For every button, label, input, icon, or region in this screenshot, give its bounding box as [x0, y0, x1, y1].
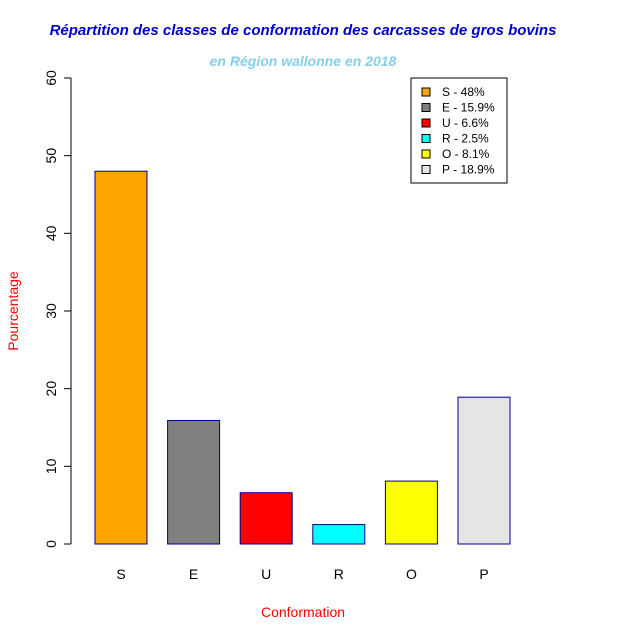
x-axis-label: Conformation [261, 604, 345, 620]
legend-label: U - 6.6% [442, 116, 489, 130]
legend-label: E - 15.9% [442, 101, 495, 115]
y-axis: 0 10 20 30 40 50 60 [43, 70, 72, 548]
legend-label: O - 8.1% [442, 147, 490, 161]
x-tick-label: R [334, 566, 344, 582]
legend-label: P - 18.9% [442, 163, 495, 177]
bar-O [384, 480, 438, 545]
legend-swatch [421, 103, 431, 112]
y-axis-label: Pourcentage [5, 271, 21, 351]
chart-title: Répartition des classes de conformation … [50, 22, 557, 39]
legend-swatch [421, 134, 431, 143]
bar-R [312, 524, 366, 545]
x-tick-label: U [261, 566, 271, 582]
legend-label: R - 2.5% [442, 132, 489, 146]
legend-label: S - 48% [442, 85, 485, 99]
legend-swatch [421, 165, 431, 174]
legend: S - 48% E - 15.9%U - 6.6% R - 2.5%O - 8.1%… [410, 77, 508, 184]
y-tick-label: 0 [43, 540, 59, 548]
bar-P [457, 396, 511, 545]
bar-S [94, 170, 148, 545]
y-tick-label: 20 [43, 381, 59, 397]
legend-swatch [421, 118, 431, 128]
x-tick-label: P [479, 566, 488, 582]
y-tick-label: 40 [43, 225, 59, 241]
y-tick-label: 10 [43, 458, 59, 474]
x-tick-label: E [189, 566, 198, 582]
legend-swatch [421, 149, 431, 159]
bars [94, 170, 511, 545]
chart-subtitle: en Région wallonne en 2018 [210, 53, 397, 69]
bar-U [239, 492, 293, 545]
x-tick-label: S [116, 566, 125, 582]
y-tick-label: 30 [43, 303, 59, 319]
y-tick-label: 60 [43, 70, 59, 86]
bar-E [167, 420, 221, 545]
legend-swatch [421, 87, 431, 97]
y-tick-label: 50 [43, 148, 59, 164]
x-tick-label: O [406, 566, 417, 582]
